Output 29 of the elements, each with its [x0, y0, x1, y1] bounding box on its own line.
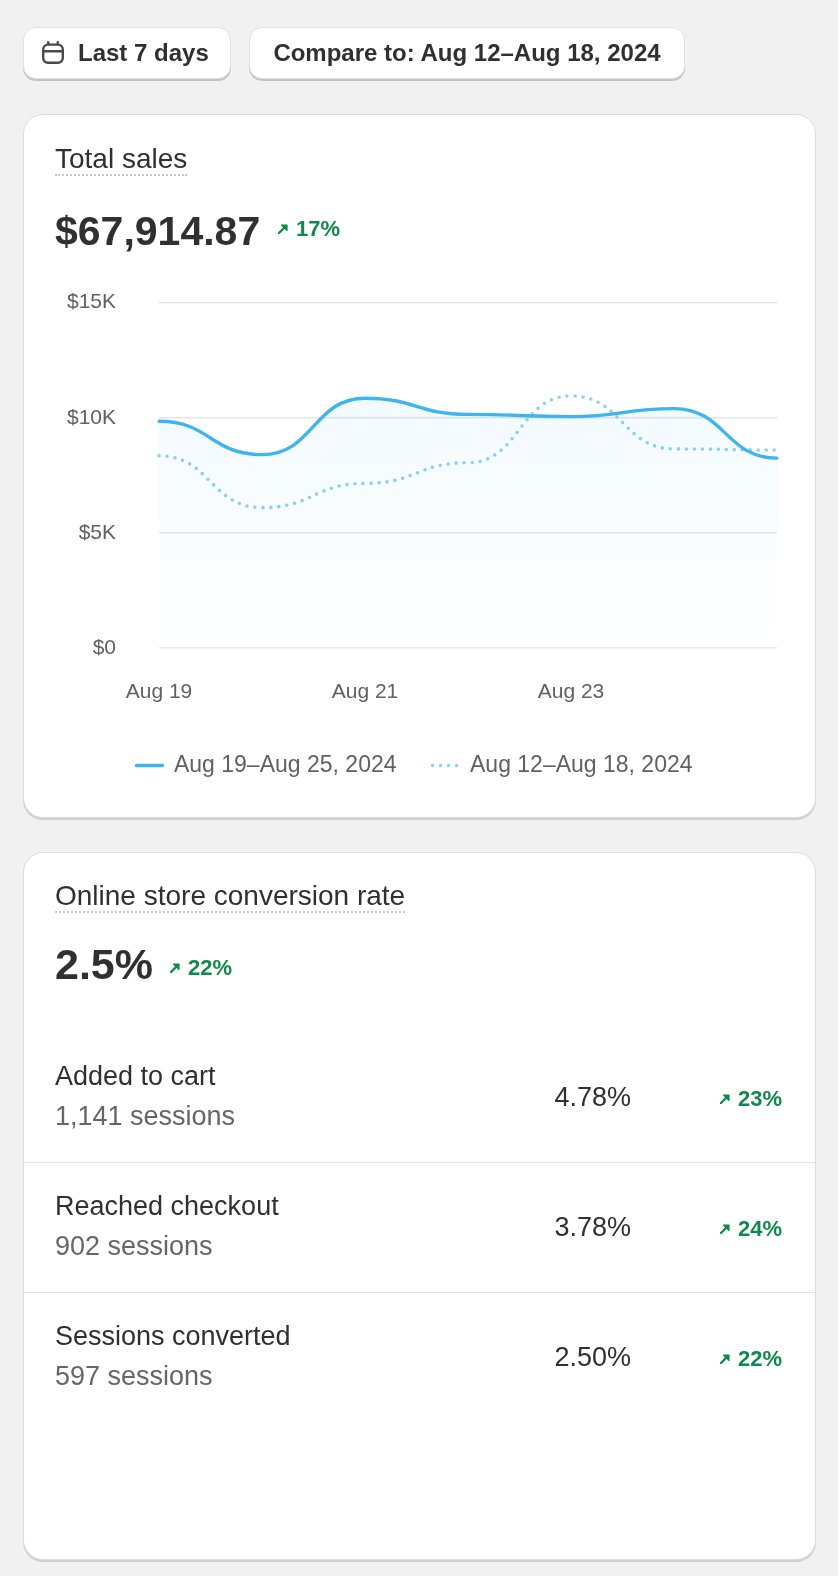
y-tick-label: $15K: [66, 289, 116, 313]
x-tick-label: Aug 21: [331, 678, 399, 702]
text: 1,141 sessions: [55, 1101, 236, 1131]
text: 597 sessions: [55, 1361, 213, 1391]
text: 902 sessions: [55, 1231, 213, 1261]
text: 2.50%: [554, 1342, 631, 1372]
chart-subtitle: $67,914.87: [55, 207, 261, 255]
text: 17%: [296, 216, 341, 241]
y-tick-label: $5K: [78, 519, 116, 543]
x-tick-label: Aug 23: [537, 678, 605, 702]
text: 2.5%: [55, 939, 154, 989]
chart-title: Total sales: [55, 143, 188, 176]
text: Online store conversion rate: [55, 880, 406, 913]
legend-label: Aug 19–Aug 25, 2024: [173, 750, 397, 777]
text: 22%: [738, 1346, 783, 1371]
text: 24%: [738, 1216, 783, 1241]
text: Reached checkout: [55, 1191, 279, 1221]
y-tick-label: $0: [92, 635, 116, 659]
date-range-button[interactable]: Last 7 days: [23, 27, 231, 79]
x-tick-label: Aug 19: [125, 678, 193, 702]
text: 23%: [738, 1086, 783, 1111]
text: Added to cart: [55, 1061, 216, 1091]
legend-label: Aug 12–Aug 18, 2024: [470, 750, 693, 777]
text: 22%: [188, 955, 233, 980]
text: Sessions converted: [55, 1321, 291, 1351]
compare-button[interactable]: Compare to: Aug 12–Aug 18, 2024: [249, 27, 685, 79]
text: 3.78%: [554, 1212, 631, 1242]
text: 4.78%: [554, 1082, 631, 1112]
y-tick-label: $10K: [66, 404, 116, 428]
